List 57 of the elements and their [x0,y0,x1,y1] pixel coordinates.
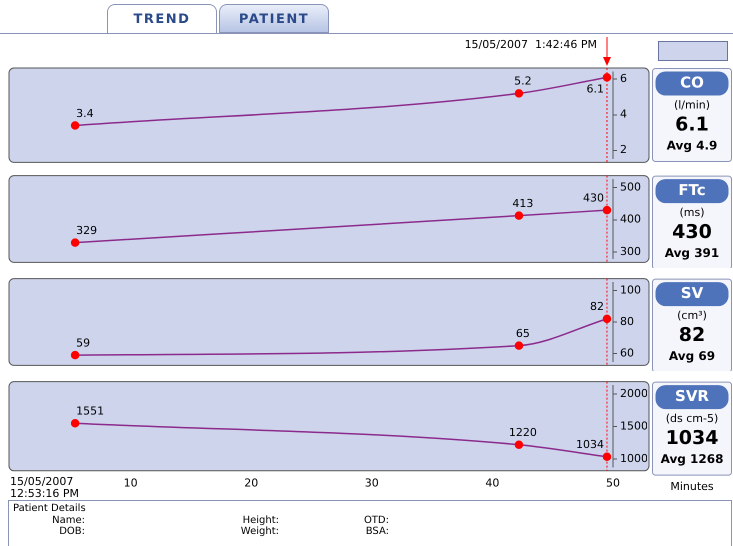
y-tick-label: 6 [620,72,627,85]
x-tick-label: 20 [244,476,258,490]
y-tick-label: 300 [620,244,641,258]
y-tick-label: 2 [620,143,627,156]
text: (ms) [679,206,705,219]
data-label: 5.2 [514,74,532,88]
text: Patient Details [13,503,86,514]
data-label: 59 [76,336,90,350]
x-tick-label: 50 [606,476,620,490]
text: Weight: [240,526,279,537]
text: Avg 391 [664,246,720,260]
text: TREND [107,4,217,33]
text: SVR [675,386,710,405]
y-tick-label: 400 [620,212,641,226]
data-label: 82 [590,300,604,314]
y-tick-label: 80 [620,314,634,328]
text: 430 [672,221,712,244]
data-label: 65 [516,327,530,340]
text: 6.1 [675,113,709,136]
text: Avg 4.9 [666,138,718,153]
text: (ds cm-5) [666,412,718,425]
text: PATIENT [219,4,329,33]
data-label: 3.4 [76,106,94,120]
text: 15/05/2007 1:42:46 PM [464,38,597,51]
data-label: 6.1 [586,82,604,96]
text: 15/05/2007 12:53:16 PM [10,475,80,500]
text: Height: [242,515,279,526]
text: 82 [678,324,706,346]
data-label: 1034 [576,438,604,452]
text: DOB: [58,526,85,537]
text: OTD: [364,515,389,526]
text: BSA: [364,526,389,537]
text: SV [680,284,704,302]
data-label: 1551 [76,404,104,418]
y-tick-label: 1500 [620,419,648,432]
data-label: 329 [76,224,98,237]
text: 1034 [666,427,718,450]
x-axis-title: Minutes [669,480,715,493]
y-tick-label: 1000 [620,452,648,465]
y-tick-label: 500 [620,180,641,194]
y-tick-label: 60 [620,346,634,360]
text: CO [680,73,704,92]
text: FTc [678,180,706,199]
x-tick-label: 40 [485,476,500,490]
text: Avg 69 [668,349,716,364]
text: Name: [52,515,85,526]
text: (l/min) [674,98,710,112]
data-label: 1220 [508,426,537,440]
y-tick-label: 100 [620,283,641,296]
text: Avg 1268 [660,452,724,466]
data-label: 413 [512,196,534,210]
y-tick-label: 4 [620,108,627,121]
y-tick-label: 2000 [620,386,648,400]
text: (cm³) [677,308,707,322]
data-label: 430 [582,192,604,205]
x-tick-label: 30 [364,476,379,490]
x-tick-label: 10 [124,476,138,490]
